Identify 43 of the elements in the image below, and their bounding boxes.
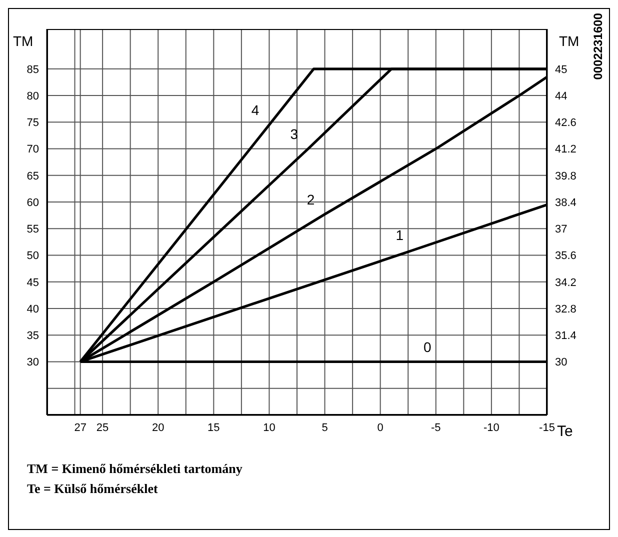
y-axis-title: TM xyxy=(13,33,34,49)
y2-tick-label: 32.8 xyxy=(555,303,576,316)
x-tick-label: -5 xyxy=(431,422,441,434)
y-tick-label: 80 xyxy=(26,90,39,102)
x-tick-label: 15 xyxy=(208,422,220,434)
series-label: 0 xyxy=(424,338,432,355)
y2-tick-label: 44 xyxy=(555,90,568,102)
y2-tick-label: 34.2 xyxy=(555,276,576,289)
y-tick-label: 35 xyxy=(26,330,39,342)
x-tick-label: 27 xyxy=(74,422,86,434)
y-tick-label: 60 xyxy=(26,196,39,209)
x-tick-label: 20 xyxy=(152,422,164,434)
x-tick-label: 10 xyxy=(263,422,276,434)
text: Te = Külső hőmérséklet xyxy=(27,480,159,498)
x-tick-label: 5 xyxy=(322,422,328,434)
y2-tick-label: 39.8 xyxy=(555,170,576,182)
x-tick-label: -10 xyxy=(483,422,500,434)
text: TM = Kimenő hőmérsékleti tartomány xyxy=(27,460,242,478)
x-axis-title: Te xyxy=(557,423,573,440)
y-tick-label: 45 xyxy=(26,276,39,289)
y-tick-label: 65 xyxy=(26,170,39,182)
y2-tick-label: 42.6 xyxy=(555,117,576,130)
y2-axis-title: TM xyxy=(559,33,580,49)
y-tick-label: 50 xyxy=(26,250,39,262)
y-tick-label: 30 xyxy=(26,356,39,369)
y-tick-label: 55 xyxy=(26,224,39,236)
x-tick-label: 25 xyxy=(96,422,109,434)
y-tick-label: 85 xyxy=(26,64,39,76)
y2-tick-label: 45 xyxy=(555,64,568,76)
y2-tick-label: 37 xyxy=(555,224,568,236)
y2-tick-label: 38.4 xyxy=(555,196,576,209)
y2-tick-label: 30 xyxy=(555,356,568,369)
y2-tick-label: 35.6 xyxy=(555,250,576,262)
x-tick-label: 0 xyxy=(377,422,384,434)
y-tick-label: 70 xyxy=(26,144,39,156)
y-tick-label: 40 xyxy=(26,303,39,316)
series-label: 4 xyxy=(251,102,260,118)
y2-tick-label: 41.2 xyxy=(555,144,576,156)
y2-tick-label: 31.4 xyxy=(555,330,576,342)
y-tick-label: 75 xyxy=(26,117,39,130)
series-label: 1 xyxy=(396,226,404,243)
text: 0002231600 xyxy=(591,13,605,80)
x-tick-label: -15 xyxy=(539,422,555,434)
